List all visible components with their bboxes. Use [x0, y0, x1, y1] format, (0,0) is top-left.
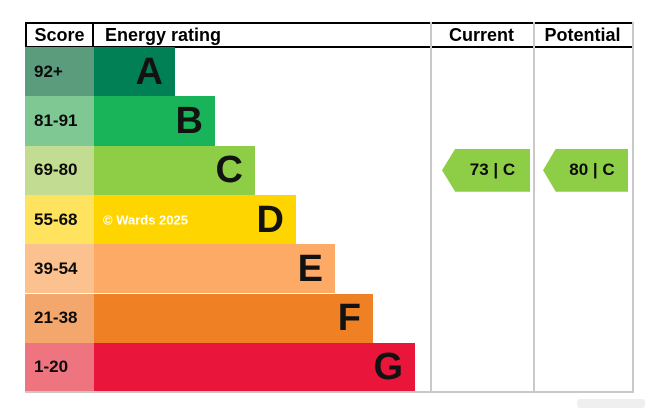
- score-range-C: 69-80: [25, 145, 94, 195]
- epc-row-G: 1-20 G: [25, 342, 633, 393]
- band-letter: G: [373, 346, 403, 389]
- potential-rating-arrow: 80 | C: [543, 148, 628, 192]
- band-letter: E: [297, 247, 323, 290]
- score-range-A: 92+: [25, 47, 94, 97]
- column-header-energy-rating: Energy rating: [94, 22, 430, 48]
- column-header-score: Score: [25, 22, 94, 48]
- epc-row-E: 39-54 E: [25, 244, 633, 294]
- current-rating-arrow: 73 | C: [442, 148, 530, 192]
- copyright-text: © Wards 2025: [103, 212, 188, 228]
- score-range-F: 21-38: [25, 293, 94, 343]
- rating-bar-D: D © Wards 2025: [94, 194, 296, 245]
- epc-row-C: 69-80 C: [25, 145, 633, 195]
- epc-row-B: 81-91 B: [25, 96, 633, 146]
- epc-row-D: 55-68 D © Wards 2025: [25, 194, 633, 245]
- band-letter: A: [135, 50, 163, 93]
- band-letter: C: [215, 149, 243, 192]
- rating-bar-F: F: [94, 293, 373, 343]
- wards-logo-watermark: [577, 399, 645, 408]
- rating-bar-G: G: [94, 342, 415, 393]
- epc-rows: 92+ A 81-91 B 69-80 C 55-68 D © Wards 2025 39-54 E…: [25, 47, 633, 393]
- rating-bar-E: E: [94, 244, 335, 294]
- score-range-D: 55-68: [25, 194, 94, 245]
- epc-row-A: 92+ A: [25, 47, 633, 97]
- column-divider-current-left: [430, 22, 432, 392]
- column-divider-potential-left: [533, 22, 535, 392]
- rating-bar-C: C: [94, 145, 255, 195]
- column-header-current: Current: [430, 22, 533, 48]
- score-range-E: 39-54: [25, 244, 94, 294]
- column-header-potential: Potential: [533, 22, 632, 48]
- band-letter: B: [175, 99, 203, 142]
- chart-bottom-border: [25, 391, 634, 393]
- band-letter: D: [256, 198, 284, 241]
- rating-bar-B: B: [94, 96, 215, 146]
- epc-row-F: 21-38 F: [25, 293, 633, 343]
- rating-bar-A: A: [94, 47, 175, 97]
- column-divider-right-edge: [632, 22, 634, 392]
- score-range-G: 1-20: [25, 342, 94, 393]
- band-letter: F: [337, 297, 361, 340]
- score-range-B: 81-91: [25, 96, 94, 146]
